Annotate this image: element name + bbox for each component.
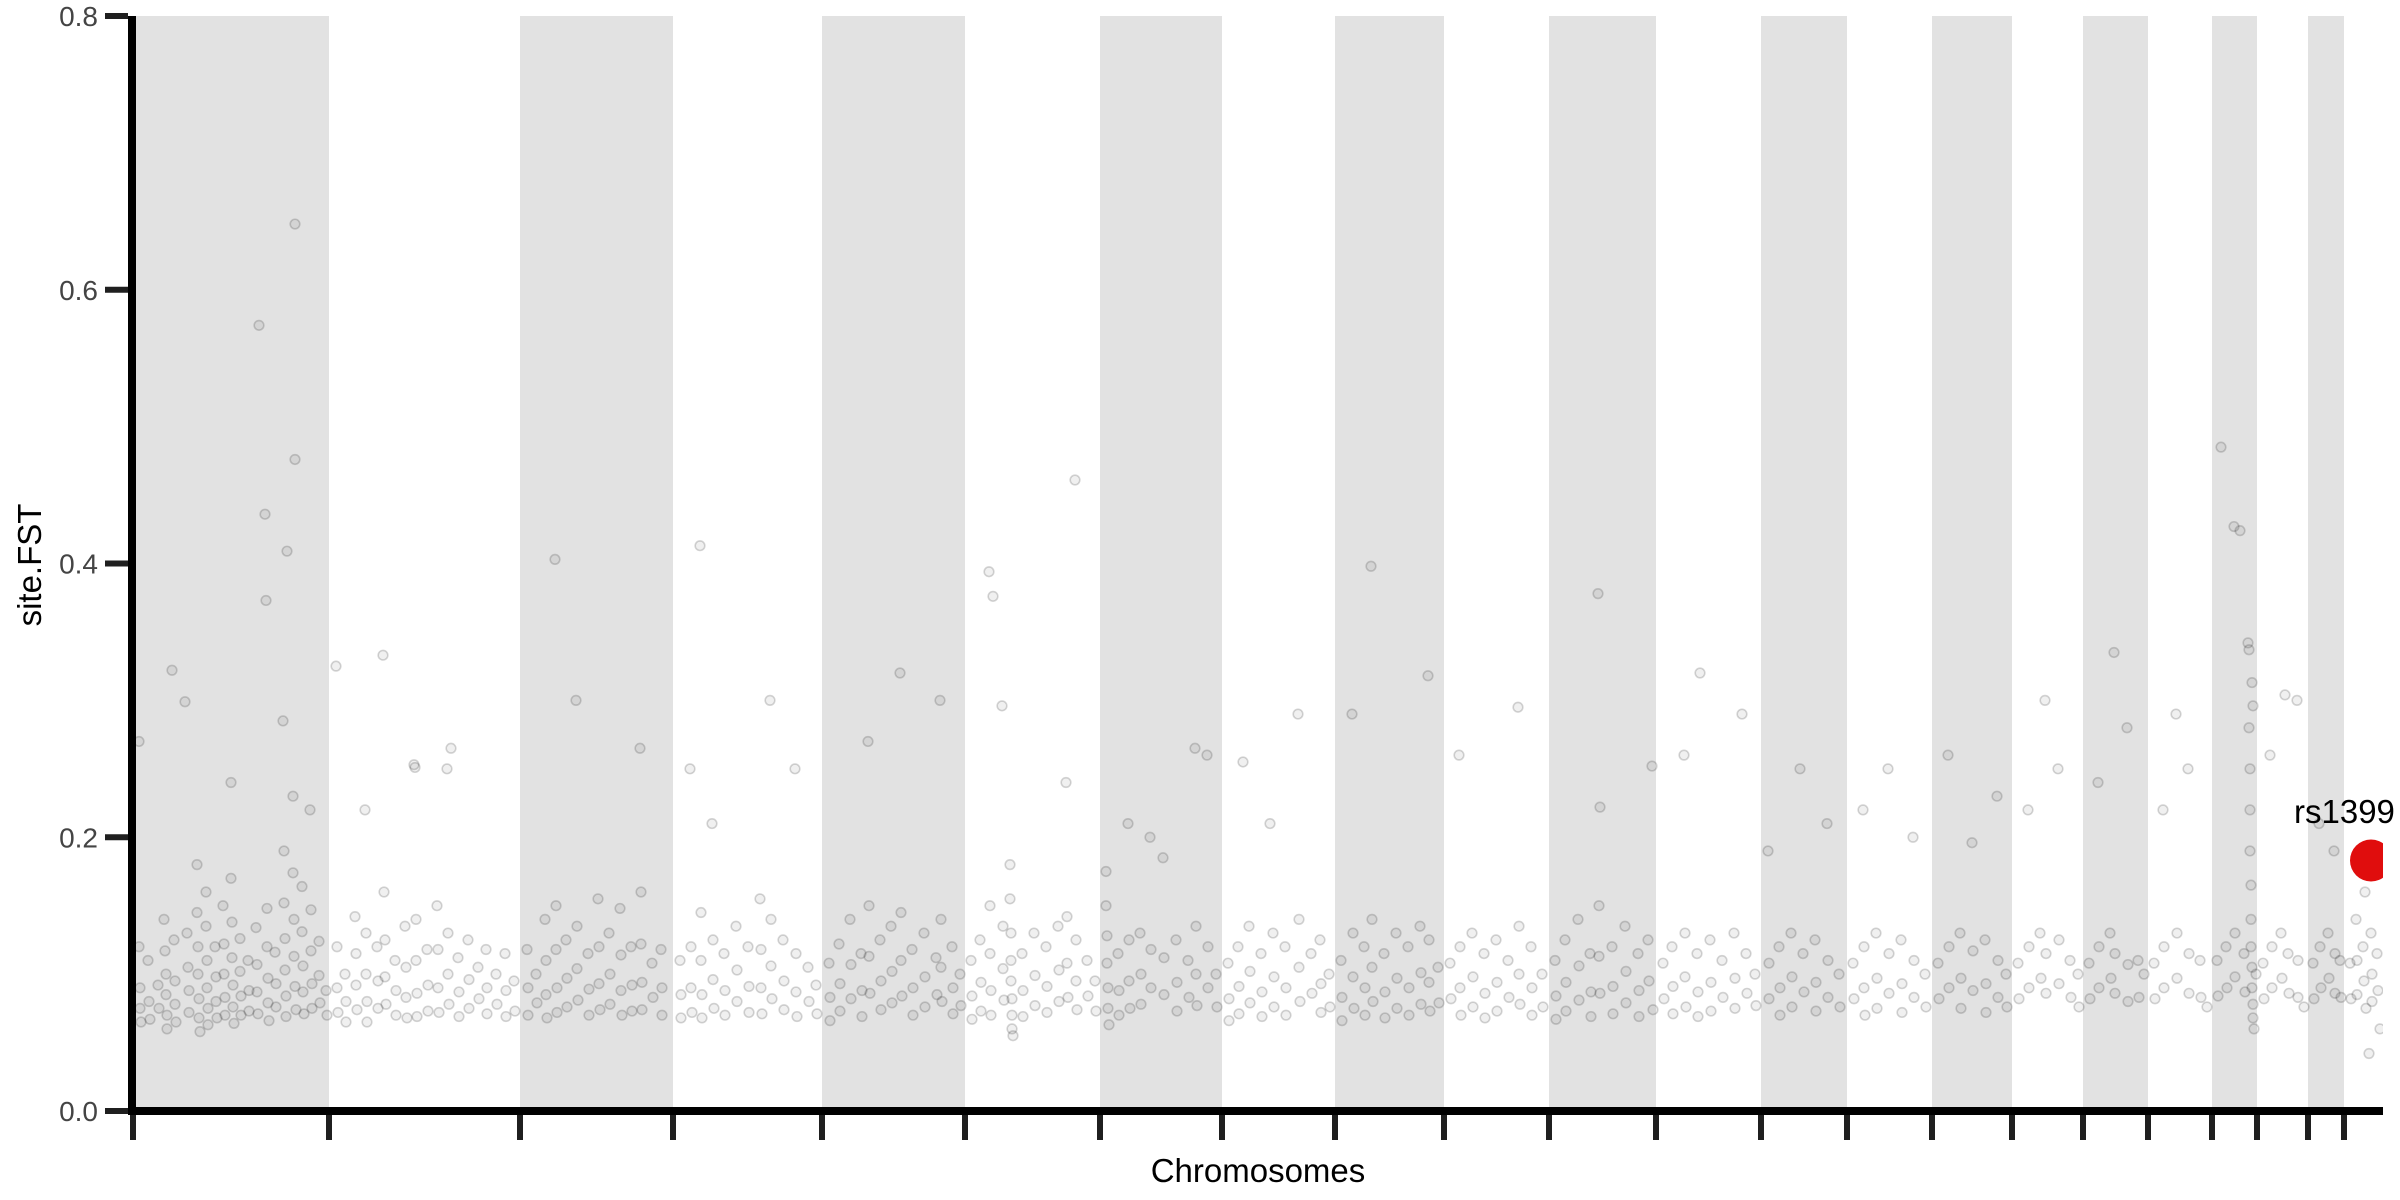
x-axis-line (128, 1107, 2383, 1115)
data-points (133, 218, 2383, 1060)
y-tick-label: 0.8 (59, 1, 98, 32)
highlight-snp-label: rs1399 (2294, 793, 2395, 830)
y-tick-label: 0.4 (59, 549, 98, 580)
highlight-point (2350, 839, 2383, 882)
y-tick-label: 0.6 (59, 275, 98, 306)
y-axis-line (128, 16, 136, 1115)
y-tick-label: 0.2 (59, 822, 98, 853)
x-axis-ticks (130, 1115, 2347, 1140)
y-axis-ticks: 0.0 0.2 0.4 0.6 0.8 (59, 1, 128, 1127)
y-axis-title: site.FST (11, 503, 48, 627)
x-axis-title: Chromosomes (1150, 1152, 1366, 1189)
chromosome-bands (133, 16, 2344, 1111)
y-tick-label: 0.0 (59, 1096, 98, 1127)
